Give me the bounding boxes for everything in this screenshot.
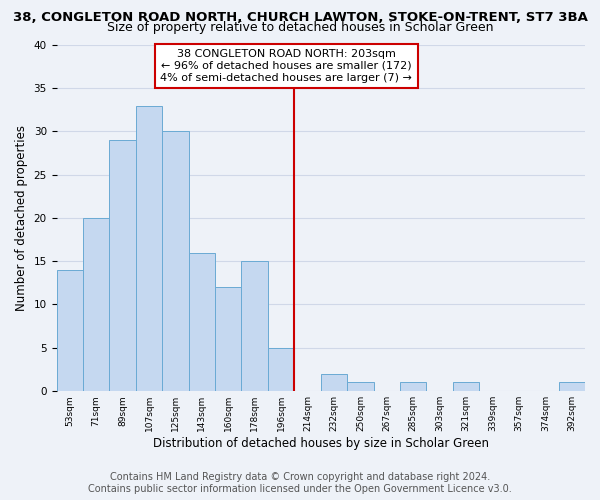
Bar bbox=[268, 348, 295, 391]
Bar bbox=[453, 382, 479, 391]
Y-axis label: Number of detached properties: Number of detached properties bbox=[15, 125, 28, 311]
Bar bbox=[109, 140, 136, 391]
X-axis label: Distribution of detached houses by size in Scholar Green: Distribution of detached houses by size … bbox=[153, 437, 489, 450]
Text: Size of property relative to detached houses in Scholar Green: Size of property relative to detached ho… bbox=[107, 22, 493, 35]
Bar bbox=[321, 374, 347, 391]
Text: 38 CONGLETON ROAD NORTH: 203sqm
← 96% of detached houses are smaller (172)
4% of: 38 CONGLETON ROAD NORTH: 203sqm ← 96% of… bbox=[160, 50, 412, 82]
Bar bbox=[162, 132, 188, 391]
Text: Contains HM Land Registry data © Crown copyright and database right 2024.
Contai: Contains HM Land Registry data © Crown c… bbox=[88, 472, 512, 494]
Bar bbox=[559, 382, 585, 391]
Bar bbox=[400, 382, 427, 391]
Text: 38, CONGLETON ROAD NORTH, CHURCH LAWTON, STOKE-ON-TRENT, ST7 3BA: 38, CONGLETON ROAD NORTH, CHURCH LAWTON,… bbox=[13, 11, 587, 24]
Bar bbox=[241, 261, 268, 391]
Bar bbox=[136, 106, 162, 391]
Bar bbox=[347, 382, 374, 391]
Bar bbox=[215, 287, 241, 391]
Bar bbox=[188, 252, 215, 391]
Bar bbox=[83, 218, 109, 391]
Bar bbox=[56, 270, 83, 391]
